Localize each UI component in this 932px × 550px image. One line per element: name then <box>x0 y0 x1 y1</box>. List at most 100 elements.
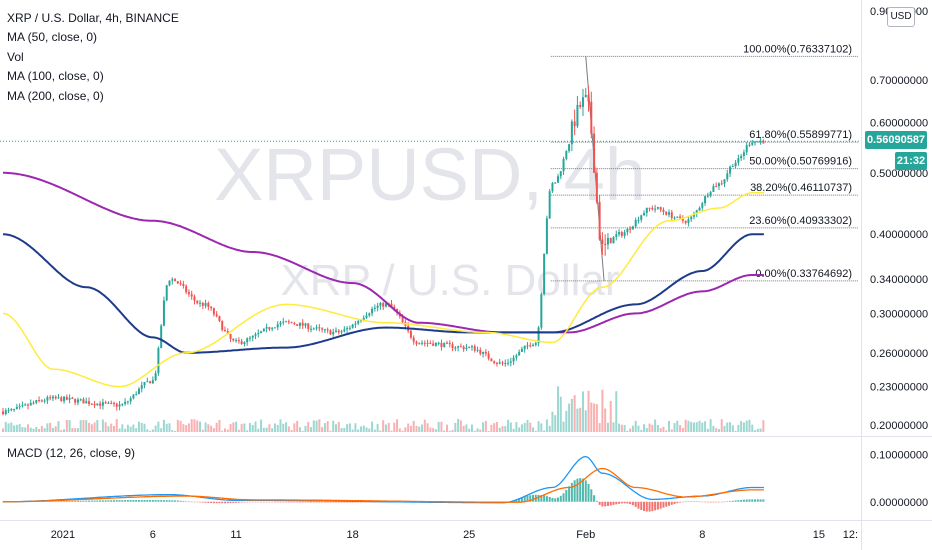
macd-histogram-bar <box>687 501 690 502</box>
macd-histogram-bar <box>65 501 68 502</box>
volume-bar <box>584 410 587 432</box>
volume-bar <box>643 424 646 432</box>
macd-histogram-bar <box>76 500 79 502</box>
macd-histogram-bar <box>179 500 182 502</box>
volume-bar <box>390 430 393 432</box>
candle-body <box>726 173 729 180</box>
candle-body <box>262 328 265 332</box>
macd-histogram-bar <box>301 501 304 503</box>
macd-histogram-bar <box>557 497 559 502</box>
volume-bar <box>543 430 546 432</box>
candle-body <box>509 361 512 363</box>
fibonacci-retracement[interactable]: 100.00%(0.76337102) 61.80%(0.55899771) 50.… <box>550 43 858 282</box>
candle-body <box>717 183 720 187</box>
macd-histogram-bar <box>232 501 235 503</box>
volume-bar <box>329 430 332 432</box>
candle-body <box>507 362 510 364</box>
volume-bar <box>462 425 465 432</box>
candle-body <box>754 141 757 143</box>
volume-bar <box>637 425 640 432</box>
price-tick-label: 0.26000000 <box>870 348 928 360</box>
candle-body <box>715 186 718 188</box>
volume-bar <box>437 421 440 432</box>
candle-body <box>684 220 687 223</box>
candle-body <box>662 209 665 212</box>
price-axis[interactable]: 0.900000000.700000000.600000000.50000000… <box>870 6 928 432</box>
volume-bar <box>218 419 221 432</box>
macd-histogram-bar <box>176 500 179 502</box>
currency-button[interactable]: USD <box>887 7 915 27</box>
macd-histogram-bar <box>651 501 654 512</box>
volume-bar <box>38 429 41 432</box>
candle-body <box>384 303 387 307</box>
volume-bar <box>126 424 129 432</box>
volume-bar <box>601 389 604 432</box>
volume-bar <box>756 428 759 432</box>
macd-histogram-bar <box>229 501 232 504</box>
candle-body <box>160 325 163 349</box>
candle-body <box>243 342 246 344</box>
volume-bar <box>212 428 215 432</box>
macd-histogram-bar <box>665 501 668 507</box>
volume-bars <box>2 386 765 432</box>
candle-body <box>609 238 612 244</box>
candle-body <box>484 351 487 354</box>
macd-axis[interactable]: 0.10000000 0.00000000 <box>870 449 928 509</box>
volume-bar <box>337 421 340 432</box>
volume-bar <box>376 424 379 432</box>
candle-body <box>668 212 670 215</box>
volume-bar <box>68 420 71 432</box>
macd-histogram-bar <box>298 501 301 503</box>
legend-ma50[interactable]: MA (50, close, 0) <box>7 30 98 45</box>
macd-histogram-bar <box>656 501 659 510</box>
volume-bar <box>704 421 707 432</box>
volume-bar <box>135 428 138 432</box>
candle-body <box>712 186 715 192</box>
candle-body <box>43 400 46 402</box>
candle-body <box>354 323 357 325</box>
volume-bar <box>595 404 598 432</box>
candle-body <box>551 183 554 192</box>
candle-body <box>457 346 460 348</box>
candle-body <box>157 348 160 374</box>
volume-bar <box>71 428 74 432</box>
macd-histogram-bar <box>68 500 71 502</box>
candle-body <box>318 327 321 329</box>
macd-histogram-bar <box>357 501 360 503</box>
volume-bar <box>307 421 310 432</box>
time-axis[interactable]: 2021 6 11 18 25 Feb 8 15 12: <box>51 529 858 541</box>
price-tick-label: 0.70000000 <box>870 75 928 87</box>
volume-bar <box>670 429 673 432</box>
candle-body <box>462 346 465 350</box>
legend-volume[interactable]: Vol <box>7 49 24 64</box>
macd-histogram-bar <box>532 494 535 502</box>
candle-body <box>104 402 107 404</box>
candle-body <box>670 212 673 219</box>
volume-bar <box>709 419 712 432</box>
macd-histogram-bar <box>520 497 523 502</box>
fib-level-label: 23.60%(0.40933302) <box>749 215 852 227</box>
candle-body <box>182 283 185 286</box>
candle-body <box>479 349 482 354</box>
macd-histogram-bar <box>359 501 362 503</box>
macd-legend[interactable]: MACD (12, 26, close, 9) <box>7 446 136 460</box>
candle-body <box>346 328 349 330</box>
volume-bar <box>246 430 249 432</box>
volume-bar <box>157 421 160 432</box>
fib-level-label: 61.80%(0.55899771) <box>749 129 852 141</box>
candle-body <box>40 400 43 402</box>
volume-bar <box>326 421 329 432</box>
volume-bar <box>168 423 171 432</box>
candle-body <box>504 362 507 364</box>
candle-body <box>101 402 104 406</box>
candle-body <box>756 141 759 143</box>
candle-body <box>379 303 382 306</box>
volume-bar <box>545 419 548 432</box>
volume-bar <box>448 430 451 432</box>
legend-title[interactable]: XRP / U.S. Dollar, 4h, BINANCE <box>7 11 179 25</box>
legend-ma200[interactable]: MA (200, close, 0) <box>7 88 104 103</box>
legend-ma100[interactable]: MA (100, close, 0) <box>7 69 104 84</box>
macd-histogram-bar <box>601 501 604 507</box>
volume-bar <box>13 425 16 432</box>
